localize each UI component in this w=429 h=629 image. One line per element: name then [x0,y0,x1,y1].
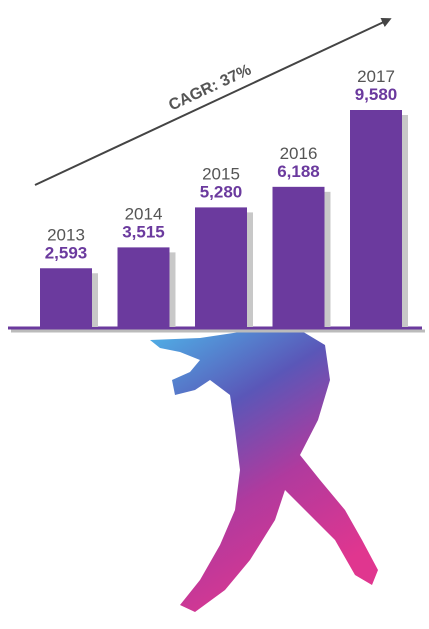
cagr-arrow [34,18,392,186]
bar [40,268,92,327]
value-label: 6,188 [277,162,320,181]
bar [272,186,325,327]
category-label: 2013 [47,225,85,244]
category-label: 2015 [202,164,240,183]
bar [195,207,247,327]
bar [350,110,402,327]
value-label: 2,593 [45,243,88,262]
bar [117,247,170,327]
category-label: 2016 [280,144,318,163]
category-label: 2014 [125,204,163,223]
dancer-silhouette [150,330,378,612]
value-label: 5,280 [200,182,243,201]
category-label: 2017 [357,67,395,86]
value-label: 3,515 [122,222,165,241]
value-label: 9,580 [355,85,398,104]
